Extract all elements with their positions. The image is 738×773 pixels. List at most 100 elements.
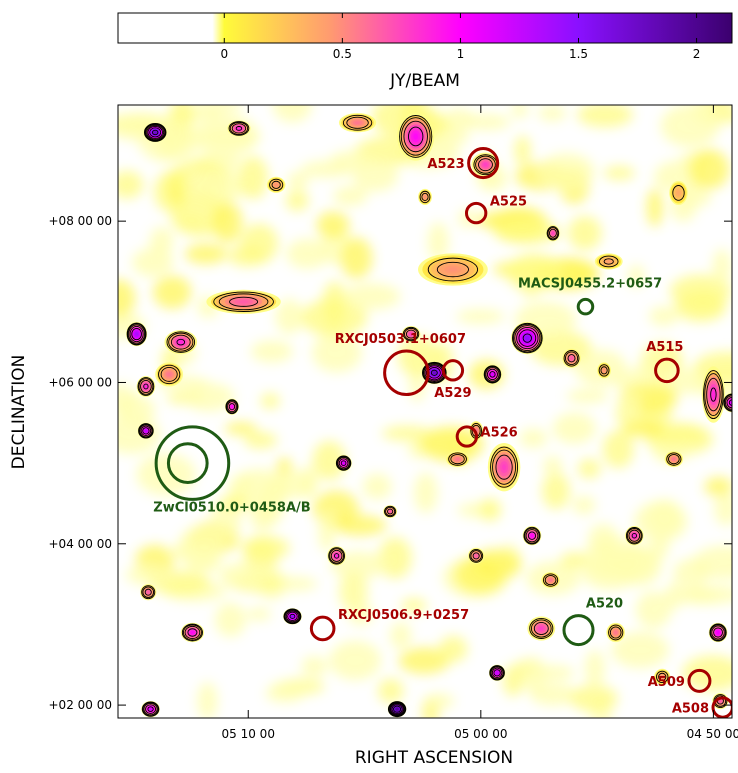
noise-patch [231,474,255,497]
contour-line [598,364,610,377]
noise-patch [362,473,392,500]
contour-line [489,371,496,378]
contour-line [143,702,158,716]
contour-line [490,446,519,488]
contour-line [141,585,156,600]
noise-patch [176,527,224,571]
contour-line [484,366,501,383]
source-emission [603,369,606,372]
y-tick-label: +04 00 00 [49,537,113,551]
contour-line [271,180,281,189]
contour-line [138,423,154,439]
contour-line [567,354,576,363]
source-emission [144,429,147,432]
contour-line [284,609,301,624]
source-emission [711,391,715,399]
contour-line [330,549,343,562]
axis-ticks: 05 10 00 05 00 00 04 50 00 +08 00 00 +06 00 … [49,105,738,741]
noise-patch [419,426,485,463]
source-emission [167,372,171,376]
contour-line [516,327,539,350]
noise-patch [463,113,511,131]
cluster-circle [576,297,595,316]
noise-patch [692,545,732,580]
contour-line [141,701,160,717]
cluster-circle [562,614,595,647]
map-panel: 05 10 00 05 00 00 04 50 00 +08 00 00 +06 00 … [49,104,738,741]
source-emission [672,458,676,461]
contour-line [287,611,298,621]
contour-line [672,185,685,201]
contour-line [518,329,537,347]
noise-patch [149,226,174,256]
contour-line [478,158,493,172]
contour-line [668,453,680,465]
x-axis-label: RIGHT ASCENSION [355,748,513,768]
noise-patch [152,275,192,309]
noise-patch [332,186,368,207]
contour-line [137,377,155,396]
cluster-circle [711,696,732,718]
cluster-label: RXCJ0503.1+0607 [335,332,466,347]
noise-patch [389,621,412,650]
noise-patch [427,222,449,262]
contour-line [564,351,579,366]
colorbar-label: JY/BEAM [389,71,460,91]
source-emission [530,534,534,537]
contour-line [235,126,243,131]
noise-patch [265,685,305,703]
noise-patch [502,664,524,697]
y-axis-label: DECLINATION [9,355,29,470]
contour-line [147,125,163,139]
noise-patch [622,419,665,438]
noise-patch [631,364,668,377]
contour-line [470,550,482,562]
noise-patch [648,306,678,327]
contour-line [523,526,541,545]
contour-line [140,379,152,393]
contour-line [138,423,154,439]
source-emission [475,554,478,557]
cluster-circle [467,147,500,180]
noise-patch [238,155,269,200]
cluster-label: A523 [427,157,464,172]
contour-line [563,350,580,367]
contour-line [547,227,559,240]
noise-patch [338,571,369,613]
contour-line [213,291,274,312]
source-emission [409,333,413,336]
noise-patch [494,220,562,245]
noise-patch [511,105,529,119]
contour-line [142,427,150,435]
contour-line [337,456,350,470]
cluster-label: RXCJ0506.9+0257 [338,608,469,623]
noise-patch [318,511,336,553]
contour-line [713,627,723,638]
contour-line [229,296,259,307]
contour-line [158,364,181,385]
contour-line [388,701,406,717]
noise-patch [704,476,732,497]
contour-line [600,366,608,375]
contour-line [608,624,624,641]
contour-line [625,527,643,545]
noise-patch [286,238,330,269]
contour-line [129,326,144,343]
contour-line [138,378,154,395]
noise-patch [541,472,571,510]
contour-line [389,702,405,716]
noise-patch [576,105,634,128]
noise-patch [197,681,218,718]
noise-patch [118,279,136,318]
noise-patch [125,565,168,585]
contour-line [328,547,345,565]
contour-line [493,669,501,677]
cluster-label: MACSJ0455.2+0657 [518,276,662,291]
contour-line [405,329,417,339]
contour-line [229,121,249,135]
contour-line [469,548,484,563]
contour-line [184,625,201,640]
noise-patch [285,189,309,212]
contour-line [427,257,479,282]
noise-patch [342,283,401,310]
